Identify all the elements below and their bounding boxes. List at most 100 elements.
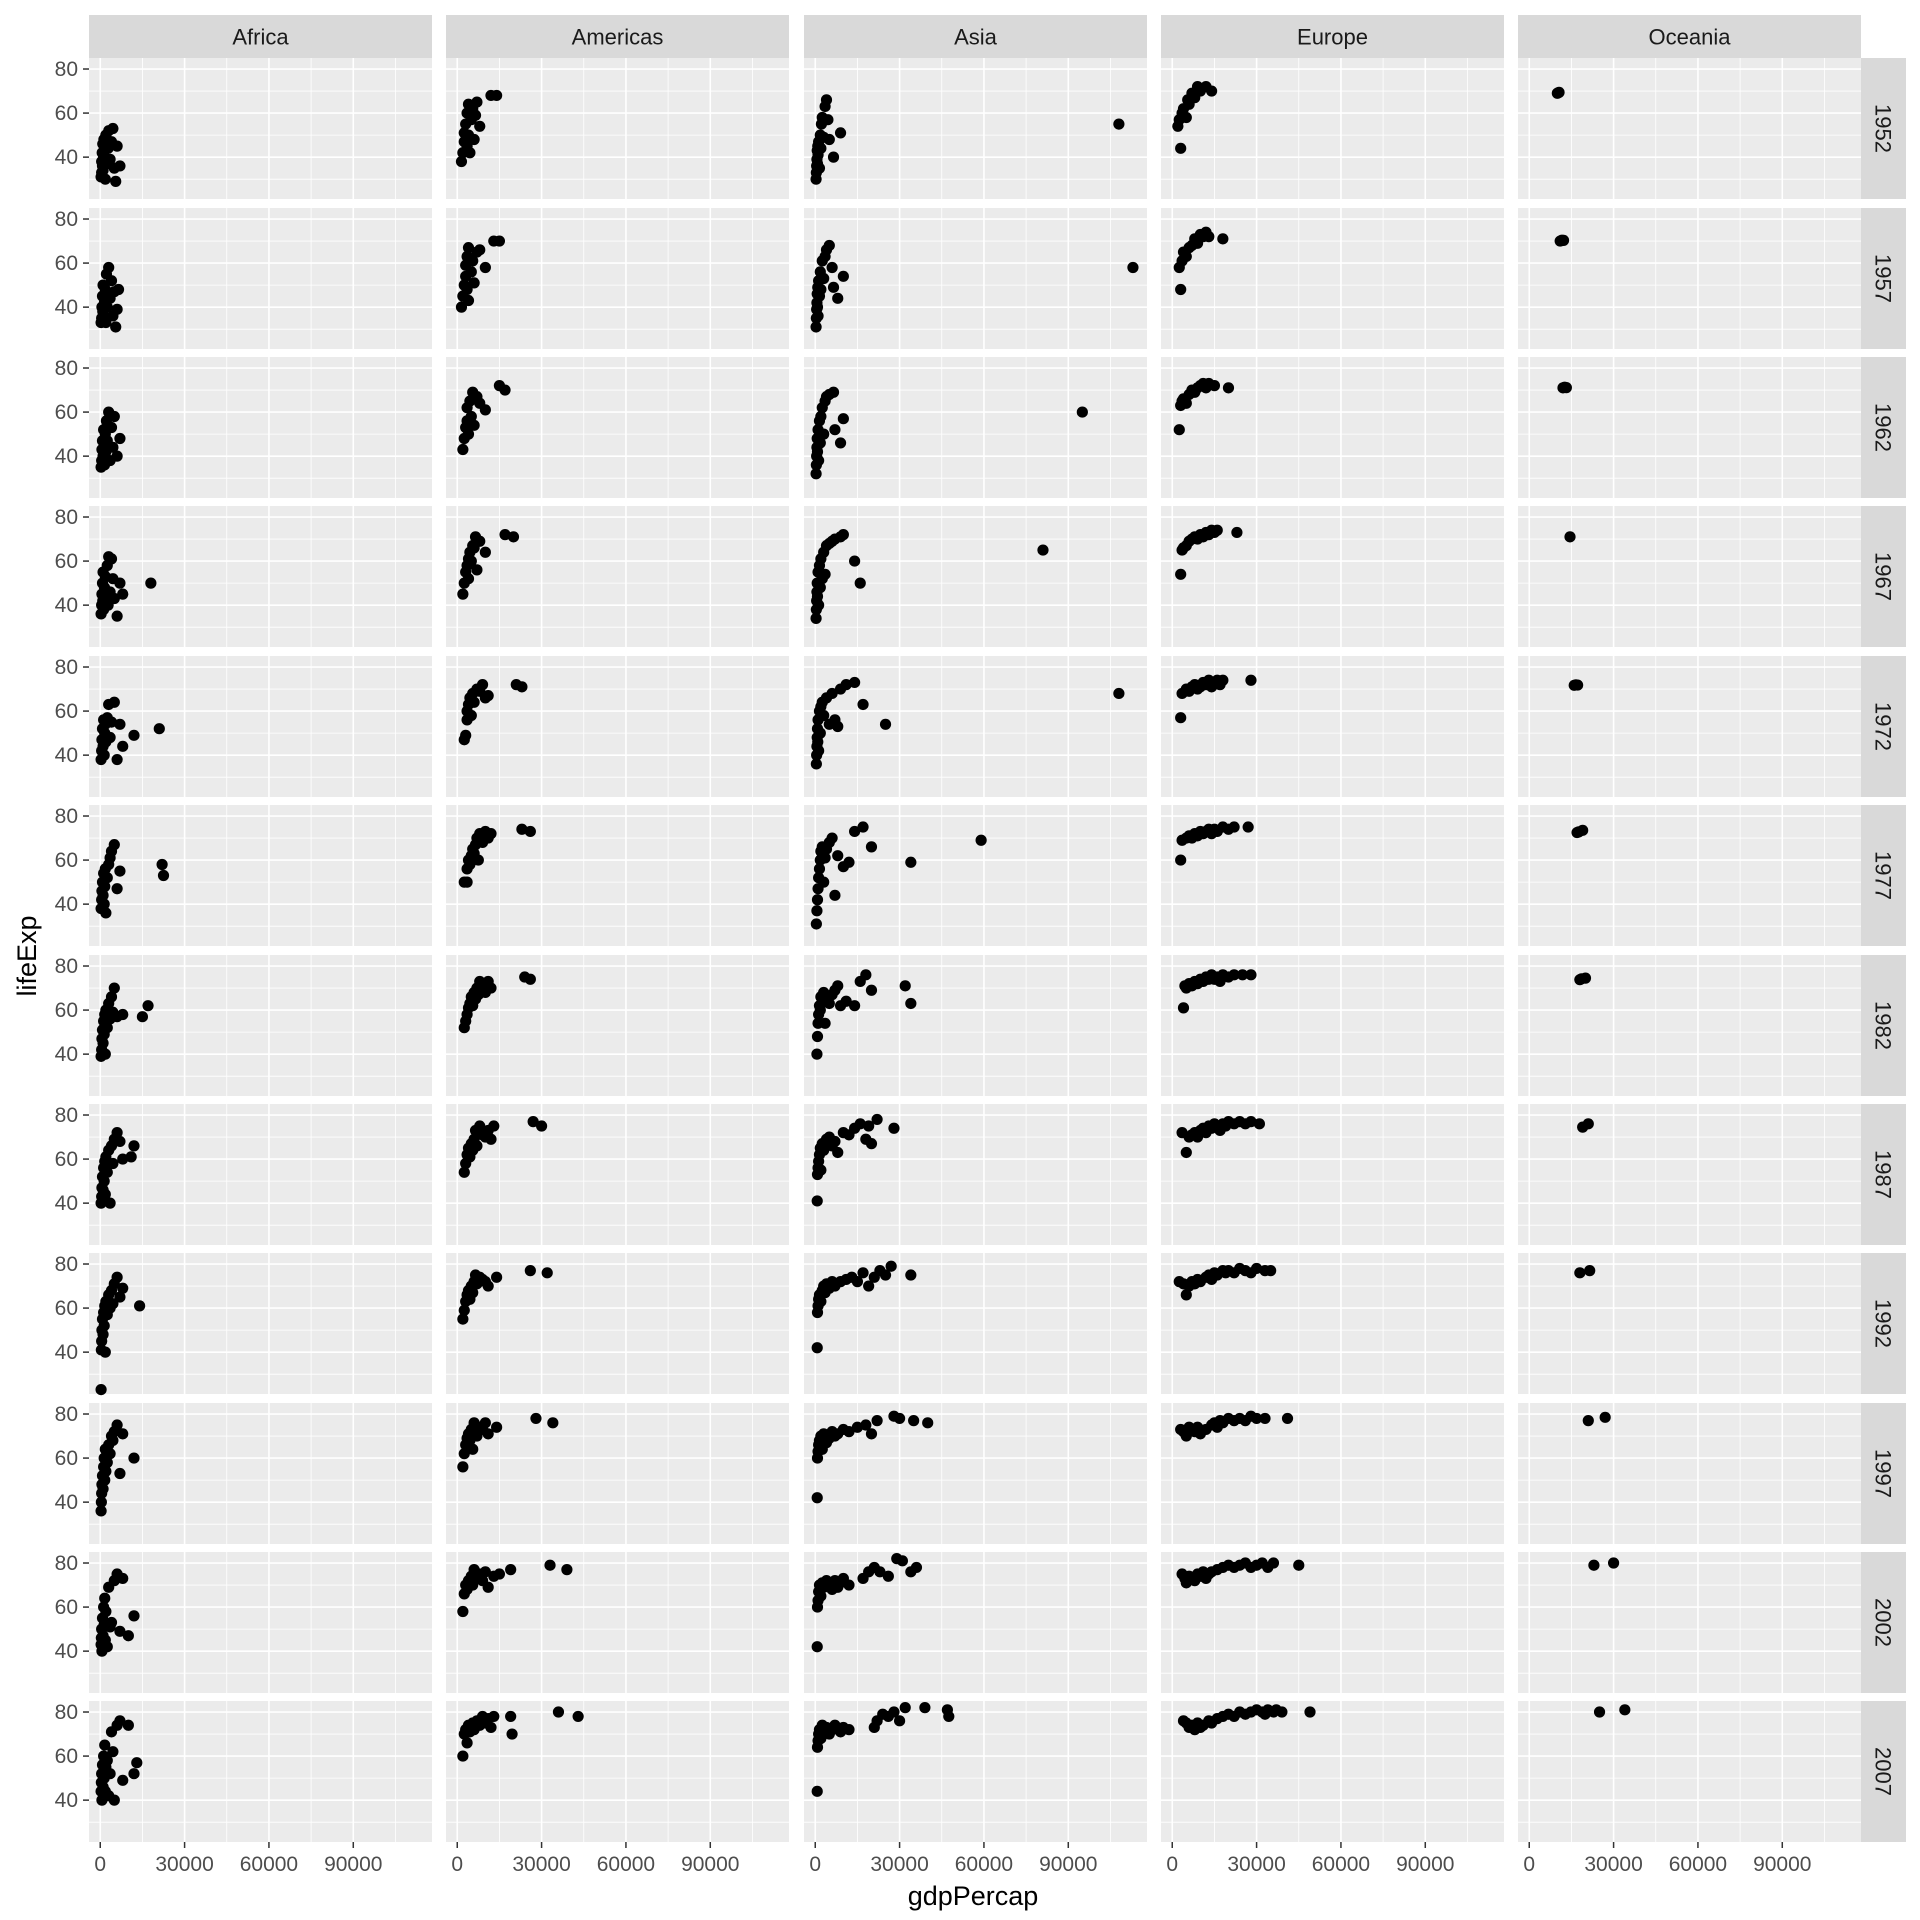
facet-strip-label: 1957 bbox=[1871, 254, 1896, 303]
data-point bbox=[110, 175, 122, 187]
data-point bbox=[95, 1383, 107, 1396]
facet-panel bbox=[89, 1253, 432, 1396]
y-tick-label: 80 bbox=[55, 506, 78, 529]
data-point bbox=[1599, 1411, 1611, 1423]
data-point bbox=[108, 839, 120, 851]
data-point bbox=[811, 1342, 823, 1354]
facet-panel bbox=[1518, 357, 1861, 498]
data-point bbox=[460, 729, 472, 741]
data-point bbox=[829, 424, 841, 436]
data-point bbox=[818, 428, 830, 440]
panel-background bbox=[1518, 1253, 1861, 1394]
data-point bbox=[827, 151, 840, 163]
data-point bbox=[105, 275, 118, 287]
data-point bbox=[1127, 261, 1139, 274]
data-point bbox=[457, 1605, 469, 1618]
panel-background bbox=[1518, 1552, 1861, 1693]
data-point bbox=[865, 1428, 878, 1440]
data-point bbox=[813, 454, 825, 467]
y-tick-label: 60 bbox=[55, 1596, 78, 1619]
data-point bbox=[826, 261, 838, 274]
data-point bbox=[865, 1138, 878, 1150]
data-point bbox=[849, 1000, 861, 1012]
data-point bbox=[849, 555, 861, 567]
data-point bbox=[827, 281, 840, 293]
data-point bbox=[101, 1022, 113, 1034]
y-tick-label: 60 bbox=[55, 700, 78, 723]
data-point bbox=[491, 89, 503, 102]
data-point bbox=[826, 832, 838, 844]
data-point bbox=[814, 581, 826, 594]
data-point bbox=[1177, 1002, 1190, 1014]
data-point bbox=[114, 1715, 126, 1727]
data-point bbox=[98, 898, 110, 910]
facet-panel bbox=[446, 506, 789, 647]
data-point bbox=[811, 301, 824, 313]
facet-panel bbox=[804, 1253, 1147, 1394]
data-point bbox=[818, 709, 830, 722]
facet-panel bbox=[446, 357, 789, 498]
data-point bbox=[458, 1166, 470, 1178]
data-point bbox=[1180, 111, 1192, 124]
facet-panel bbox=[804, 506, 1147, 647]
data-point bbox=[1245, 1116, 1257, 1128]
panel-background bbox=[1518, 506, 1861, 647]
y-tick-label: 40 bbox=[55, 1192, 78, 1215]
data-point bbox=[813, 599, 825, 611]
facet-strip-top bbox=[804, 15, 1147, 58]
data-point bbox=[1553, 86, 1565, 98]
data-point bbox=[507, 531, 520, 543]
data-point bbox=[1281, 1412, 1294, 1425]
data-point bbox=[455, 301, 468, 313]
data-point bbox=[107, 441, 119, 453]
data-point bbox=[843, 856, 855, 868]
facet-strip-label: 2002 bbox=[1871, 1598, 1896, 1647]
data-point bbox=[462, 294, 475, 307]
data-point bbox=[810, 468, 822, 480]
data-point bbox=[1180, 1146, 1192, 1159]
data-point bbox=[834, 127, 847, 139]
x-tick-label: 60000 bbox=[955, 1853, 1013, 1876]
x-tick-label: 60000 bbox=[597, 1853, 655, 1876]
y-tick-label: 40 bbox=[55, 1341, 78, 1364]
data-point bbox=[479, 1417, 491, 1429]
y-tick-label: 60 bbox=[55, 849, 78, 872]
data-point bbox=[811, 1030, 824, 1043]
facet-panel bbox=[89, 58, 432, 199]
data-point bbox=[832, 720, 844, 733]
panel-background bbox=[89, 805, 432, 946]
data-point bbox=[1582, 1415, 1594, 1427]
facet-panel bbox=[1518, 1403, 1861, 1544]
data-point bbox=[464, 858, 476, 871]
data-point bbox=[98, 1175, 110, 1187]
data-point bbox=[814, 727, 826, 739]
data-point bbox=[101, 1166, 113, 1178]
facet-strip-label: 1982 bbox=[1871, 1001, 1896, 1050]
data-point bbox=[1560, 382, 1572, 394]
data-point bbox=[142, 1000, 154, 1012]
data-point bbox=[468, 277, 480, 289]
data-point bbox=[975, 834, 987, 846]
data-point bbox=[100, 1605, 112, 1618]
panel-background bbox=[89, 1403, 432, 1544]
x-tick-label: 60000 bbox=[1312, 1853, 1370, 1876]
data-point bbox=[823, 239, 835, 252]
data-point bbox=[108, 1794, 120, 1806]
data-point bbox=[472, 854, 484, 866]
data-point bbox=[99, 1474, 111, 1486]
panel-background bbox=[446, 1403, 789, 1544]
facet-strip-top bbox=[1518, 15, 1861, 58]
data-point bbox=[98, 749, 110, 761]
data-point bbox=[114, 718, 126, 730]
data-point bbox=[1265, 1265, 1277, 1277]
panel-background bbox=[804, 208, 1147, 349]
facet-panel bbox=[446, 58, 789, 199]
panel-background bbox=[804, 955, 1147, 1096]
x-tick-label: 0 bbox=[1523, 1853, 1535, 1876]
facet-panel bbox=[804, 656, 1147, 797]
data-point bbox=[832, 292, 844, 304]
facet-panel bbox=[804, 1104, 1147, 1245]
data-point bbox=[101, 872, 113, 884]
data-point bbox=[474, 535, 486, 547]
facet-strip-right bbox=[1861, 656, 1906, 797]
